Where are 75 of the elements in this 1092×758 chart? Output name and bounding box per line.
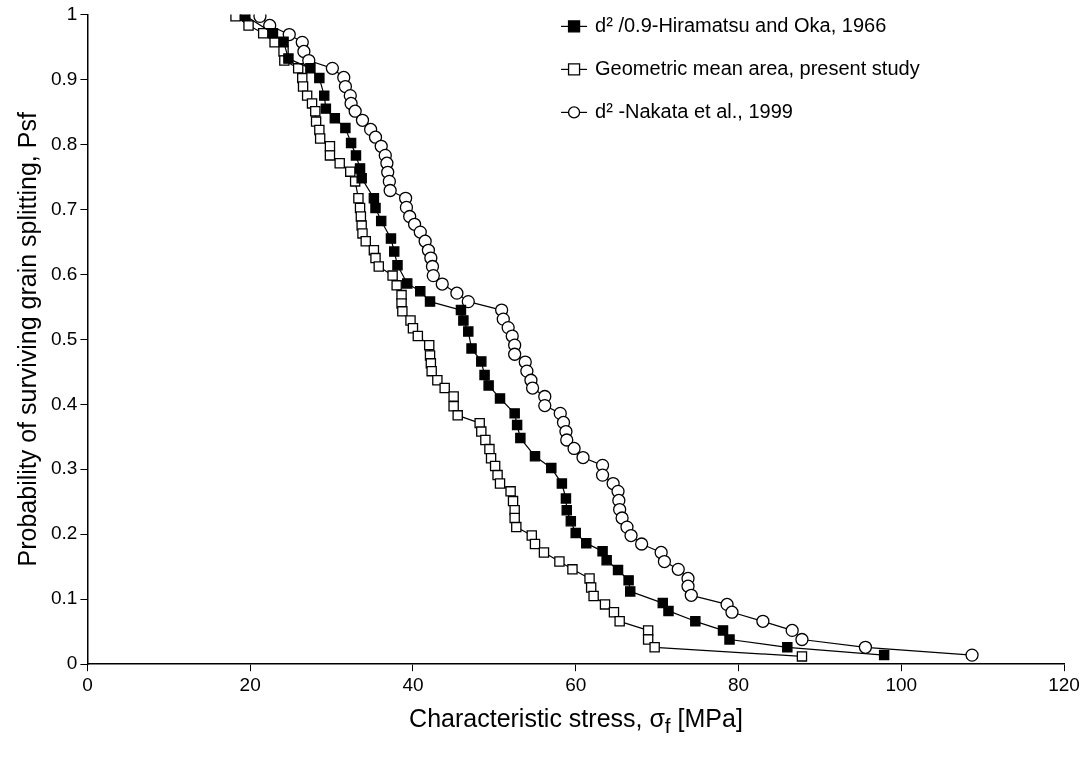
point [494, 393, 506, 404]
point [415, 285, 426, 297]
point [565, 516, 577, 527]
y-tick-label: 0.8 [50, 132, 78, 154]
point [529, 451, 541, 462]
point [561, 504, 572, 516]
point [624, 586, 636, 597]
point [690, 616, 701, 627]
y-tick-label: 0.3 [50, 457, 78, 479]
y-tick-label: 0.2 [50, 522, 78, 544]
point [424, 296, 436, 307]
x-tick-label: 80 [727, 673, 750, 695]
point [511, 419, 523, 431]
point [375, 215, 387, 227]
point [388, 246, 400, 257]
point [717, 625, 729, 636]
point [509, 408, 520, 419]
point [267, 28, 279, 39]
point [385, 233, 397, 244]
y-tick-label: 0.7 [50, 197, 78, 219]
legend-label: Geometric mean area, present study [595, 56, 920, 79]
point [368, 193, 380, 204]
y-tick-label: 0.4 [50, 392, 78, 414]
point [515, 432, 526, 444]
point [483, 380, 494, 391]
point [345, 137, 357, 149]
point [350, 150, 362, 161]
legend-label: d² /0.9-Hiramatsu and Oka, 1966 [595, 13, 887, 36]
point [581, 538, 592, 549]
y-tick-label: 0 [66, 652, 78, 674]
y-tick-label: 0.9 [50, 67, 78, 89]
point [402, 278, 413, 289]
point [476, 356, 487, 367]
point [597, 545, 608, 557]
point [546, 462, 557, 474]
legend-label: d² -Nakata et al., 1999 [595, 99, 793, 122]
x-axis-title: Characteristic stress, σ$_{f}$ [MPa] [408, 704, 744, 738]
point [463, 326, 474, 337]
point [354, 163, 366, 174]
point [878, 649, 890, 661]
point [458, 315, 469, 326]
point [479, 369, 490, 381]
x-tick-label: 100 [885, 673, 918, 695]
x-tick-label: 60 [565, 673, 587, 695]
point [560, 493, 572, 504]
point [455, 304, 467, 316]
point [356, 172, 367, 184]
point [318, 90, 330, 101]
y-tick-label: 1 [66, 2, 78, 24]
point [314, 72, 325, 84]
y-tick-label: 0.6 [50, 262, 78, 284]
point [623, 575, 634, 586]
point [320, 103, 332, 114]
y-tick-label: 0.1 [50, 587, 78, 609]
point [392, 259, 403, 271]
x-tick-label: 40 [402, 673, 424, 695]
y-axis-title: Probability of surviving grain splitting, Psf [12, 112, 41, 567]
point [782, 642, 793, 653]
point [370, 202, 381, 214]
x-tick-label: 120 [1048, 673, 1080, 695]
point [283, 53, 294, 64]
point [305, 63, 316, 74]
point [466, 343, 477, 354]
x-tick-label: 0 [82, 673, 93, 695]
point [612, 564, 624, 576]
point [278, 36, 289, 47]
point [570, 527, 581, 539]
y-tick-label: 0.5 [50, 327, 78, 349]
point [329, 113, 341, 124]
x-tick-label: 20 [239, 673, 261, 695]
point [601, 554, 612, 566]
point [340, 122, 351, 134]
point [663, 605, 674, 617]
point [724, 634, 735, 645]
point [556, 478, 568, 489]
